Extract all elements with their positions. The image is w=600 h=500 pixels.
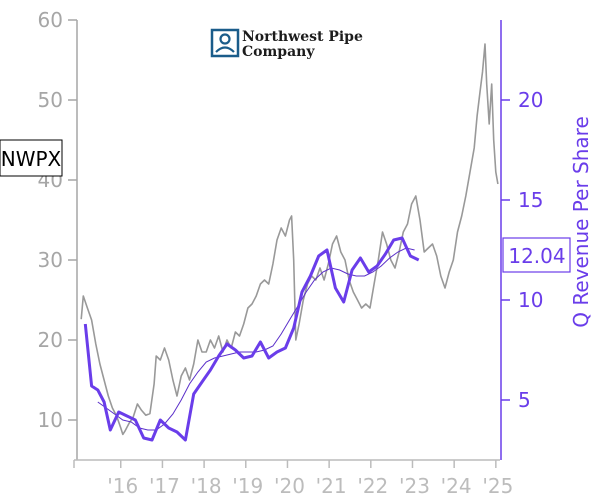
right-axis-title: Q Revenue Per Share bbox=[569, 116, 593, 328]
left-tick-label: 20 bbox=[38, 328, 63, 352]
logo-line-2: Company bbox=[242, 44, 315, 60]
logo-line-1: Northwest Pipe bbox=[242, 29, 363, 45]
company-logo: Northwest Pipe Company bbox=[210, 28, 363, 60]
x-tick-label: '21 bbox=[316, 474, 347, 498]
x-tick-label: '23 bbox=[399, 474, 430, 498]
current-value-label: 12.04 bbox=[508, 244, 565, 268]
right-tick-label: 15 bbox=[518, 188, 543, 212]
left-tick-label: 60 bbox=[38, 8, 63, 32]
revenue-series bbox=[83, 236, 420, 442]
revenue-per-share-line bbox=[83, 236, 420, 442]
left-tick-label: 10 bbox=[38, 408, 63, 432]
x-tick-label: '25 bbox=[482, 474, 513, 498]
right-tick-label: 5 bbox=[518, 388, 531, 412]
x-tick-label: '17 bbox=[149, 474, 180, 498]
x-tick-label: '19 bbox=[232, 474, 263, 498]
x-tick-label: '22 bbox=[357, 474, 388, 498]
x-tick-label: '24 bbox=[441, 474, 472, 498]
right-tick-label: 20 bbox=[518, 88, 543, 112]
left-tick-label: 50 bbox=[38, 88, 63, 112]
revenue-average-line bbox=[97, 247, 415, 431]
x-tick-label: '16 bbox=[107, 474, 138, 498]
x-tick-label: '20 bbox=[274, 474, 305, 498]
x-axis: '16 '17 '18 '19 '20 '21 '22 '23 '24 '25 bbox=[73, 459, 513, 498]
person-badge-icon bbox=[210, 28, 240, 58]
price-series bbox=[80, 43, 499, 436]
x-tick-label: '18 bbox=[191, 474, 222, 498]
current-value-box: 12.04 bbox=[502, 237, 571, 273]
right-y-axis: 5 10 15 20 bbox=[500, 20, 543, 460]
price-line bbox=[80, 43, 499, 436]
ticker-label-box: NWPX bbox=[0, 139, 63, 177]
left-tick-label: 30 bbox=[38, 248, 63, 272]
ticker-label: NWPX bbox=[1, 147, 62, 171]
right-tick-label: 10 bbox=[518, 288, 543, 312]
